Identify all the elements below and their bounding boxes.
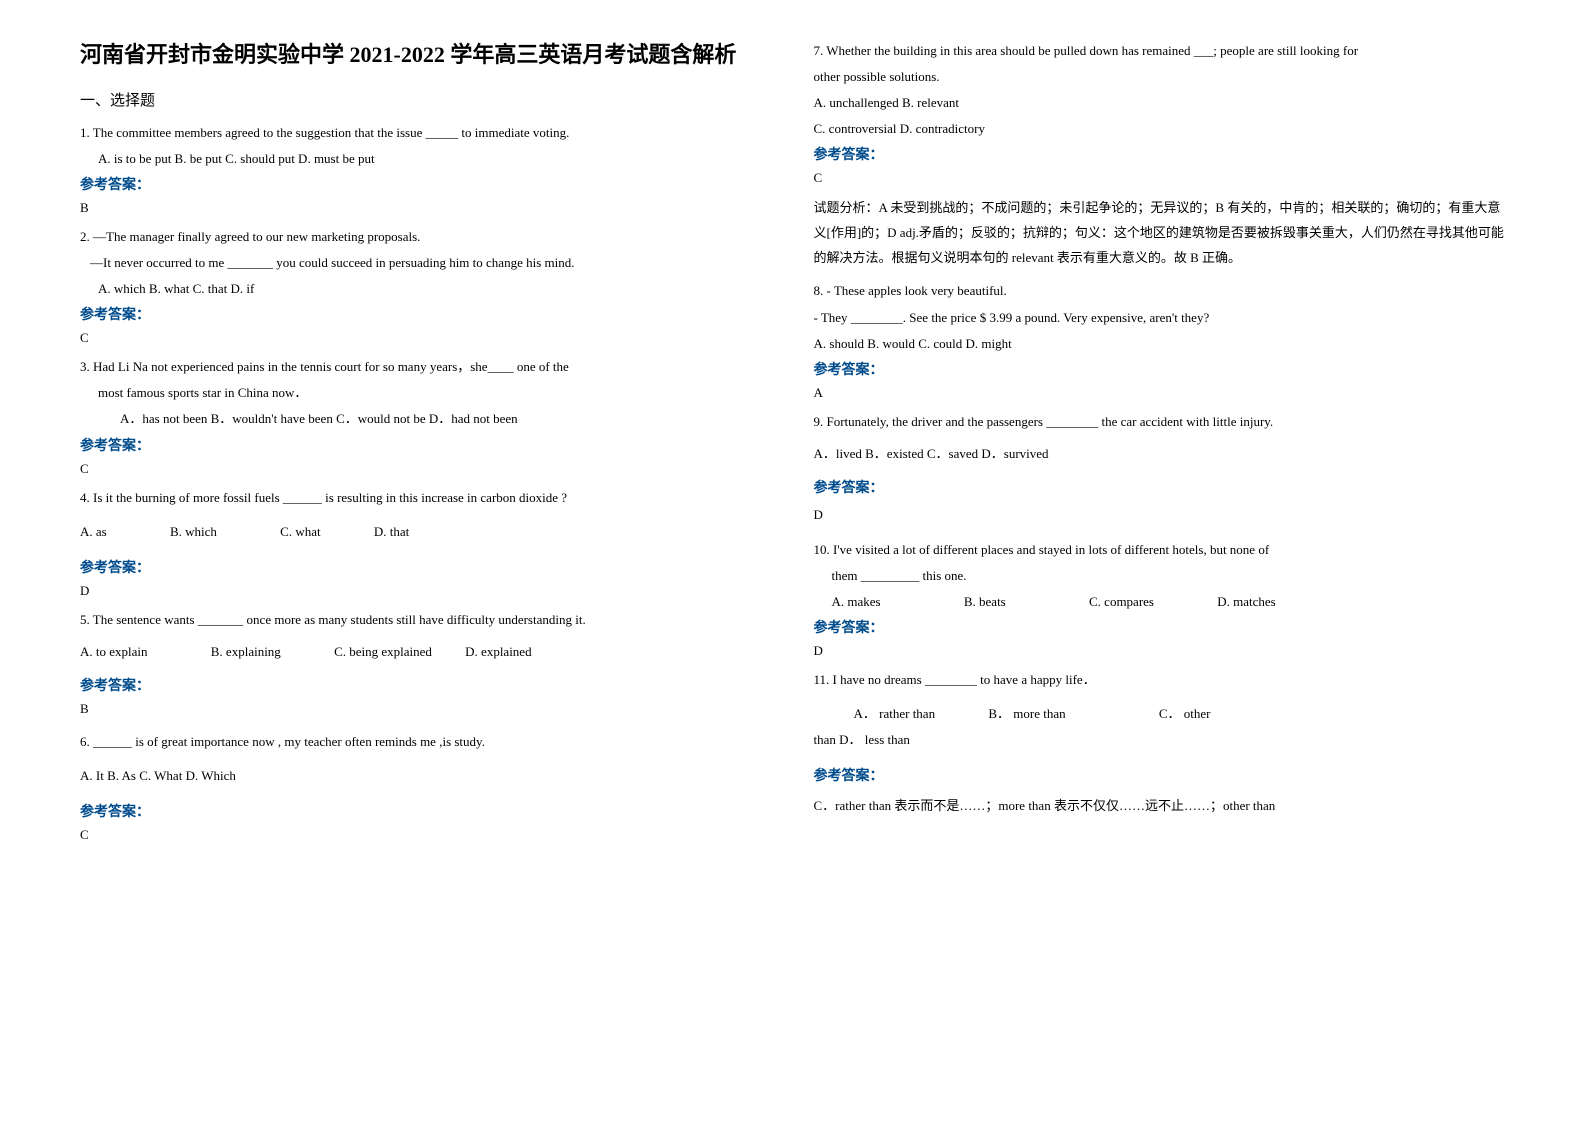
q7-line1: 7. Whether the building in this area sho… [814, 40, 1508, 62]
q3-line2: most famous sports star in China now． [80, 382, 774, 404]
q11-answer: C．rather than 表示而不是……；more than 表示不仅仅……远… [814, 795, 1508, 817]
q4-opt-c: C. what [280, 521, 320, 543]
q3-answer: C [80, 461, 774, 477]
section-header: 一、选择题 [80, 89, 774, 110]
q5-opt-d: D. explained [465, 641, 531, 663]
q9-options: A．lived B．existed C．saved D．survived [814, 443, 1508, 465]
q8-line2: - They ________. See the price $ 3.99 a … [814, 307, 1508, 329]
document-title: 河南省开封市金明实验中学 2021-2022 学年高三英语月考试题含解析 [80, 40, 774, 71]
answer-label: 参考答案： [80, 174, 774, 194]
q10-line1: 10. I've visited a lot of different plac… [814, 539, 1508, 561]
answer-label: 参考答案： [80, 675, 774, 695]
q7-analysis: 试题分析：A 未受到挑战的；不成问题的；未引起争论的；无异议的；B 有关的，中肯… [814, 196, 1508, 270]
q10-options: A. makes B. beats C. compares D. matches [814, 591, 1508, 613]
q5-opt-c: C. being explained [334, 641, 432, 663]
answer-label: 参考答案： [80, 304, 774, 324]
answer-label: 参考答案： [80, 801, 774, 821]
q7-opts1: A. unchallenged B. relevant [814, 92, 1508, 114]
q4-opt-a: A. as [80, 521, 107, 543]
q6-answer: C [80, 827, 774, 843]
q11-text: 11. I have no dreams ________ to have a … [814, 669, 1508, 691]
q1-text: 1. The committee members agreed to the s… [80, 122, 774, 144]
q11-opt-c: C． other [1159, 703, 1211, 725]
q4-answer: D [80, 583, 774, 599]
q4-opt-d: D. that [374, 521, 409, 543]
q10-opt-d: D. matches [1217, 591, 1275, 613]
answer-label: 参考答案： [814, 617, 1508, 637]
q11-opt-b: B． more than [988, 703, 1065, 725]
q11-opt-a: A． rather than [854, 703, 936, 725]
q6-options: A. It B. As C. What D. Which [80, 765, 774, 787]
q11-options-line1: A． rather than B． more than C． other [814, 703, 1508, 725]
q5-options: A. to explain B. explaining C. being exp… [80, 641, 774, 663]
q2-answer: C [80, 330, 774, 346]
q7-answer: C [814, 170, 1508, 186]
q7-opts2: C. controversial D. contradictory [814, 118, 1508, 140]
q7-line2: other possible solutions. [814, 66, 1508, 88]
q9-text: 9. Fortunately, the driver and the passe… [814, 411, 1508, 433]
q9-answer: D [814, 507, 1508, 523]
q5-answer: B [80, 701, 774, 717]
q10-opt-a: A. makes [832, 591, 881, 613]
q5-text: 5. The sentence wants _______ once more … [80, 609, 774, 631]
q10-opt-b: B. beats [964, 591, 1006, 613]
answer-label: 参考答案： [814, 477, 1508, 497]
answer-label: 参考答案： [80, 557, 774, 577]
q2-options: A. which B. what C. that D. if [80, 278, 774, 300]
q8-options: A. should B. would C. could D. might [814, 333, 1508, 355]
q10-opt-c: C. compares [1089, 591, 1154, 613]
q1-options: A. is to be put B. be put C. should put … [80, 148, 774, 170]
q5-opt-b: B. explaining [211, 641, 281, 663]
q2-line1: 2. —The manager finally agreed to our ne… [80, 226, 774, 248]
q4-options: A. as B. which C. what D. that [80, 521, 774, 543]
q8-answer: A [814, 385, 1508, 401]
q6-text: 6. ______ is of great importance now , m… [80, 731, 774, 753]
answer-label: 参考答案： [814, 359, 1508, 379]
q4-text: 4. Is it the burning of more fossil fuel… [80, 487, 774, 509]
left-column: 河南省开封市金明实验中学 2021-2022 学年高三英语月考试题含解析 一、选… [60, 40, 794, 1082]
q10-line2: them _________ this one. [814, 565, 1508, 587]
q10-answer: D [814, 643, 1508, 659]
q8-line1: 8. - These apples look very beautiful. [814, 280, 1508, 302]
q5-opt-a: A. to explain [80, 641, 148, 663]
q2-line2: —It never occurred to me _______ you cou… [80, 252, 774, 274]
q3-line1: 3. Had Li Na not experienced pains in th… [80, 356, 774, 378]
q4-opt-b: B. which [170, 521, 217, 543]
q1-answer: B [80, 200, 774, 216]
answer-label: 参考答案： [814, 765, 1508, 785]
q3-options: A．has not been B．wouldn't have been C．wo… [80, 408, 774, 430]
q11-options-line2: than D． less than [814, 729, 1508, 751]
answer-label: 参考答案： [814, 144, 1508, 164]
answer-label: 参考答案： [80, 435, 774, 455]
right-column: 7. Whether the building in this area sho… [794, 40, 1528, 1082]
